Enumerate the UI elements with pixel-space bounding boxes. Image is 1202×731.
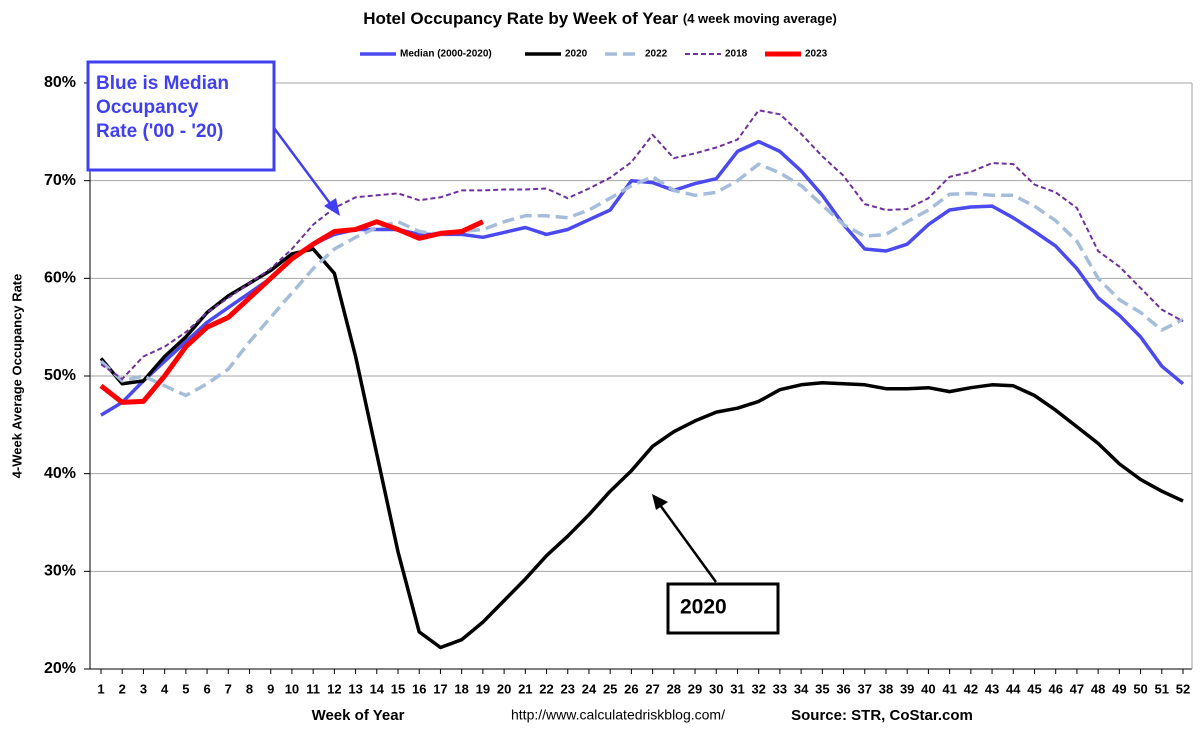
x-tick-label: 17: [433, 681, 447, 696]
x-tick-label: 23: [561, 681, 575, 696]
x-tick-label: 52: [1176, 681, 1190, 696]
x-tick-label: 43: [985, 681, 999, 696]
x-tick-label: 31: [730, 681, 744, 696]
x-tick-label: 12: [327, 681, 341, 696]
x-tick-label: 28: [667, 681, 681, 696]
y-tick-label: 50%: [44, 367, 76, 384]
arrow-head: [652, 494, 668, 510]
x-tick-label: 2: [119, 681, 126, 696]
x-tick-label: 7: [225, 681, 232, 696]
source: Source: STR, CoStar.com: [791, 707, 973, 724]
x-tick-label: 3: [140, 681, 147, 696]
subtitle: (4 week moving average): [683, 11, 837, 26]
legend-label: 2018: [725, 49, 748, 60]
annotation-text: Blue is Median: [96, 73, 229, 94]
plot-area: 20%30%40%50%60%70%80%1 2 3 4 5 6 7 8 9 10 11 12 13 14…: [44, 74, 1193, 696]
x-tick-label: 10: [285, 681, 299, 696]
annotation-box: [666, 582, 780, 635]
url: http://www.calculatedriskblog.com/: [511, 707, 725, 723]
x-tick-label: 27: [645, 681, 659, 696]
x-tick-label: 19: [476, 681, 490, 696]
y-tick-label: 70%: [44, 172, 76, 189]
annotation-text: 2020: [680, 596, 727, 619]
x-tick-label: 32: [751, 681, 765, 696]
arrow: [658, 504, 718, 583]
x-tick-label: 1: [97, 681, 104, 696]
x-tick-label: 47: [1070, 681, 1084, 696]
x-tick-label: 24: [582, 681, 597, 696]
x-tick-label: 25: [603, 681, 617, 696]
x-tick-label: 51: [1155, 681, 1169, 696]
x-tick-label: 4: [161, 681, 169, 696]
series-line: [100, 109, 1184, 380]
x-tick-label: 11: [306, 681, 320, 696]
arrow: [272, 127, 334, 207]
x-tick-label: 37: [858, 681, 872, 696]
legend-label: 2023: [805, 49, 828, 60]
x-tick-label: 35: [815, 681, 829, 696]
x-tick-label: 6: [203, 681, 210, 696]
chart-title: Hotel Occupancy Rate by Week of Year (4 …: [363, 9, 837, 28]
x-tick-label: 36: [836, 681, 850, 696]
legend-label: Median (2000-2020): [400, 49, 492, 60]
x-tick-label: 16: [412, 681, 426, 696]
x-tick-label: 8: [246, 681, 253, 696]
x-tick-label: 50: [1133, 681, 1147, 696]
y-tick-label: 30%: [44, 563, 76, 580]
series-line: [99, 247, 1184, 650]
x-tick-label: 22: [539, 681, 553, 696]
x-tick-label: 29: [688, 681, 702, 696]
x-tick-label: 45: [1027, 681, 1041, 696]
x-tick-label: 42: [964, 681, 978, 696]
y-axis-label: 4-Week Average Occupancy Rate: [9, 274, 24, 479]
x-tick-label: 46: [1048, 681, 1062, 696]
x-tick-label: 41: [942, 681, 956, 696]
x-tick-label: 14: [370, 681, 385, 696]
x-tick-label: 5: [182, 681, 189, 696]
x-tick-label: 33: [773, 681, 787, 696]
x-tick-label: 49: [1112, 681, 1126, 696]
annotations: Blue is Median Occupancy Rate ('00 - '20) 2…: [86, 60, 780, 635]
series-line: [99, 219, 484, 405]
x-tick-label: 34: [794, 681, 809, 696]
x-axis-label: Week of Year: [312, 707, 405, 724]
x-tick-label: 21: [518, 681, 532, 696]
x-tick-label: 30: [709, 681, 723, 696]
x-tick-label: 39: [900, 681, 914, 696]
legend-label: 2022: [645, 49, 668, 60]
y-tick-label: 40%: [44, 465, 76, 482]
x-tick-label: 26: [624, 681, 638, 696]
x-tick-label: 9: [267, 681, 274, 696]
y-tick-label: 80%: [44, 74, 76, 91]
legend: Median (2000-2020) 2020 2022 2018 2023: [360, 49, 828, 60]
title: Hotel Occupancy Rate by Week of Year: [363, 9, 678, 28]
x-tick-label: 38: [879, 681, 893, 696]
x-tick-label: 40: [921, 681, 935, 696]
arrow-head: [324, 198, 340, 216]
x-tick-label: 15: [391, 681, 405, 696]
x-tick-label: 48: [1091, 681, 1105, 696]
annotation-text: Occupancy: [96, 97, 199, 118]
series-line: [99, 162, 1184, 398]
y-tick-label: 60%: [44, 270, 76, 287]
x-tick-label: 44: [1006, 681, 1021, 696]
x-tick-label: 20: [497, 681, 511, 696]
annotation-box: [86, 60, 276, 172]
annotation-text: Rate ('00 - '20): [96, 121, 223, 142]
x-tick-label: 18: [454, 681, 468, 696]
y-tick-label: 20%: [44, 660, 76, 677]
x-tick-label: 13: [348, 681, 362, 696]
legend-label: 2020: [565, 49, 588, 60]
